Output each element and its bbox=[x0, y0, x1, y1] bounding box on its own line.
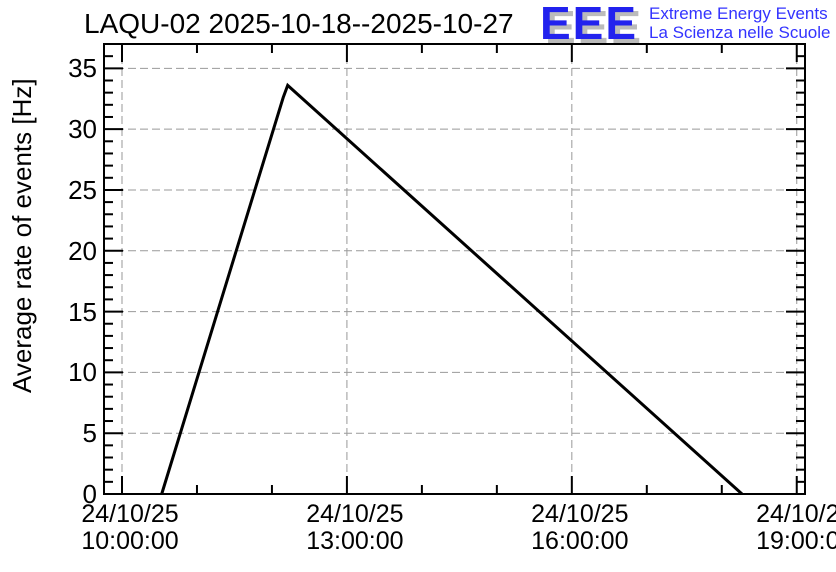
x-tick-date: 24/10/25 bbox=[81, 500, 179, 528]
x-tick-date: 24/10/25 bbox=[306, 500, 404, 528]
x-tick-time: 13:00:00 bbox=[306, 527, 404, 555]
eee-logo: EEE Extreme Energy Events La Scienza nel… bbox=[540, 0, 836, 49]
y-tick-label: 10 bbox=[68, 357, 97, 388]
grid-layer bbox=[104, 44, 805, 494]
y-tick-label: 5 bbox=[82, 418, 97, 449]
data-line-average-rate bbox=[160, 82, 744, 496]
x-tick-time: 10:00:00 bbox=[81, 527, 179, 555]
x-tick-time: 19:00:00 bbox=[756, 527, 836, 555]
x-tick-date: 24/10/25 bbox=[531, 500, 629, 528]
x-tick-label: 24/10/25 13:00:00 bbox=[285, 501, 425, 555]
series-layer bbox=[160, 82, 744, 496]
eee-logo-tagline-1: Extreme Energy Events bbox=[649, 4, 828, 23]
x-tick-label: 24/10/25 16:00:00 bbox=[510, 501, 650, 555]
eee-logo-tagline-2: La Scienza nelle Scuole bbox=[649, 23, 831, 42]
y-tick-label: 35 bbox=[68, 53, 97, 84]
x-tick-label: 24/10/2519:00:00 bbox=[735, 501, 836, 555]
tick-layer bbox=[104, 44, 805, 495]
y-tick-label: 30 bbox=[68, 114, 97, 145]
y-tick-label: 25 bbox=[68, 174, 97, 205]
x-tick-label: 24/10/25 10:00:00 bbox=[60, 501, 200, 555]
y-tick-label: 15 bbox=[68, 296, 97, 327]
plot-frame bbox=[103, 43, 806, 495]
chart-title: LAQU-02 2025-10-18--2025-10-27 bbox=[84, 8, 514, 39]
y-tick-label: 20 bbox=[68, 235, 97, 266]
x-tick-time: 16:00:00 bbox=[531, 527, 629, 555]
y-tick-label: 0 bbox=[82, 479, 97, 509]
eee-logo-acronym: EEE bbox=[540, 0, 639, 49]
x-tick-date: 24/10/25 bbox=[756, 500, 836, 528]
